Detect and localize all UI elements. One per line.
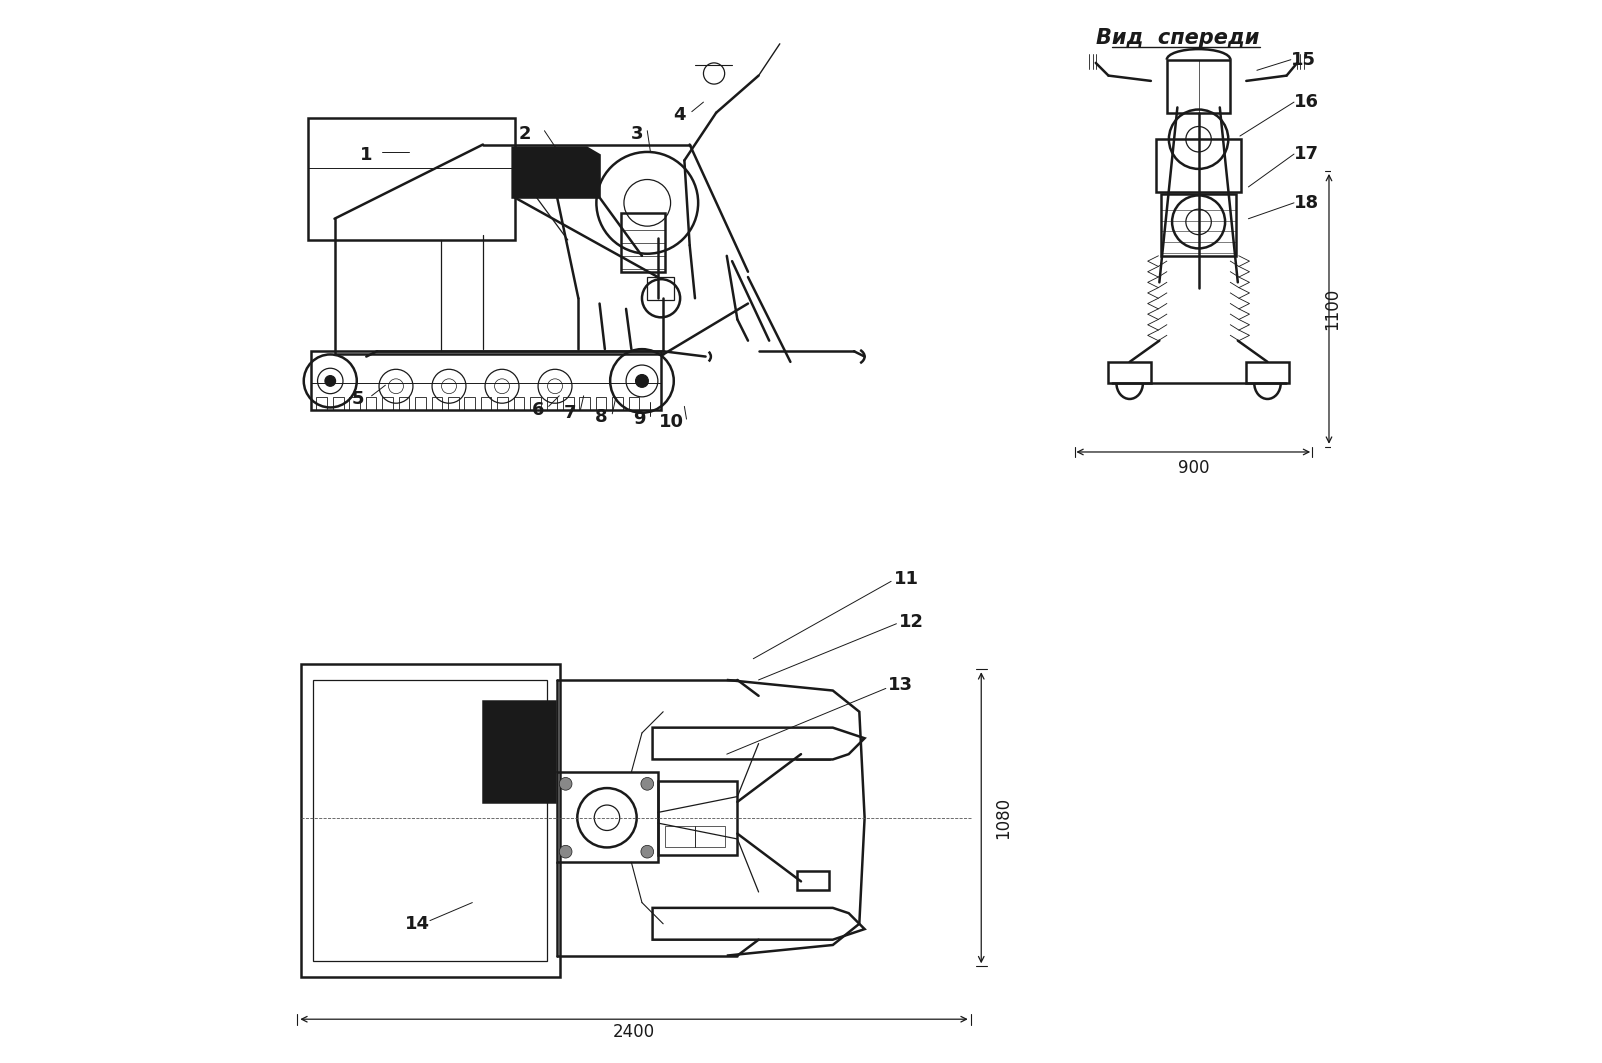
Bar bbox=[301, 664, 561, 977]
Bar bbox=[596, 396, 607, 409]
Bar bbox=[612, 396, 623, 409]
Text: 5: 5 bbox=[351, 390, 364, 408]
Bar bbox=[647, 277, 674, 301]
Text: 15: 15 bbox=[1291, 51, 1315, 69]
Bar bbox=[399, 396, 409, 409]
Bar bbox=[796, 871, 828, 890]
Bar bbox=[308, 118, 514, 240]
Text: 7: 7 bbox=[564, 404, 577, 422]
Bar bbox=[465, 396, 474, 409]
Bar bbox=[1157, 139, 1242, 192]
Text: 16: 16 bbox=[1294, 94, 1318, 112]
Text: 17: 17 bbox=[1294, 145, 1318, 163]
Text: 9: 9 bbox=[634, 410, 646, 428]
Bar bbox=[1161, 195, 1235, 256]
Text: 3: 3 bbox=[631, 125, 642, 142]
Bar bbox=[333, 396, 343, 409]
Text: 13: 13 bbox=[888, 676, 913, 694]
Bar bbox=[365, 396, 376, 409]
Text: 2: 2 bbox=[519, 125, 532, 142]
Bar bbox=[695, 826, 724, 847]
Circle shape bbox=[559, 777, 572, 790]
Polygon shape bbox=[513, 148, 599, 198]
Bar bbox=[580, 396, 590, 409]
Text: 14: 14 bbox=[405, 915, 429, 932]
Polygon shape bbox=[652, 908, 865, 940]
Bar bbox=[415, 396, 426, 409]
Bar bbox=[311, 351, 662, 409]
Bar bbox=[620, 214, 665, 272]
Bar bbox=[665, 826, 695, 847]
Bar bbox=[514, 396, 524, 409]
Circle shape bbox=[325, 375, 335, 386]
Bar bbox=[497, 396, 508, 409]
Text: 1100: 1100 bbox=[1323, 288, 1341, 330]
Text: 2400: 2400 bbox=[612, 1023, 655, 1041]
Bar bbox=[383, 396, 392, 409]
Text: 1080: 1080 bbox=[993, 796, 1012, 839]
Text: 900: 900 bbox=[1177, 459, 1210, 477]
Bar bbox=[314, 680, 546, 961]
Text: 4: 4 bbox=[673, 106, 686, 123]
Text: 8: 8 bbox=[596, 408, 609, 426]
Polygon shape bbox=[652, 728, 865, 759]
Bar bbox=[546, 396, 557, 409]
Circle shape bbox=[641, 845, 654, 858]
Text: 12: 12 bbox=[899, 612, 923, 630]
Bar bbox=[562, 396, 574, 409]
Bar bbox=[796, 740, 828, 759]
Bar bbox=[1246, 361, 1288, 383]
Bar bbox=[628, 396, 639, 409]
Bar bbox=[449, 396, 458, 409]
Bar bbox=[317, 396, 327, 409]
Bar bbox=[481, 396, 492, 409]
Bar bbox=[1166, 60, 1230, 113]
Bar bbox=[658, 780, 737, 855]
Text: 18: 18 bbox=[1294, 193, 1318, 212]
Bar bbox=[530, 396, 541, 409]
Text: Вид  спереди: Вид спереди bbox=[1096, 29, 1259, 49]
Text: 1: 1 bbox=[360, 146, 373, 164]
Text: 11: 11 bbox=[894, 570, 920, 588]
Text: 10: 10 bbox=[658, 414, 684, 432]
Bar bbox=[349, 396, 360, 409]
Circle shape bbox=[641, 777, 654, 790]
Text: 6: 6 bbox=[532, 401, 545, 419]
Bar bbox=[557, 772, 658, 862]
Polygon shape bbox=[482, 702, 554, 802]
Bar bbox=[431, 396, 442, 409]
Bar bbox=[1109, 361, 1150, 383]
Circle shape bbox=[636, 374, 649, 387]
Circle shape bbox=[559, 845, 572, 858]
